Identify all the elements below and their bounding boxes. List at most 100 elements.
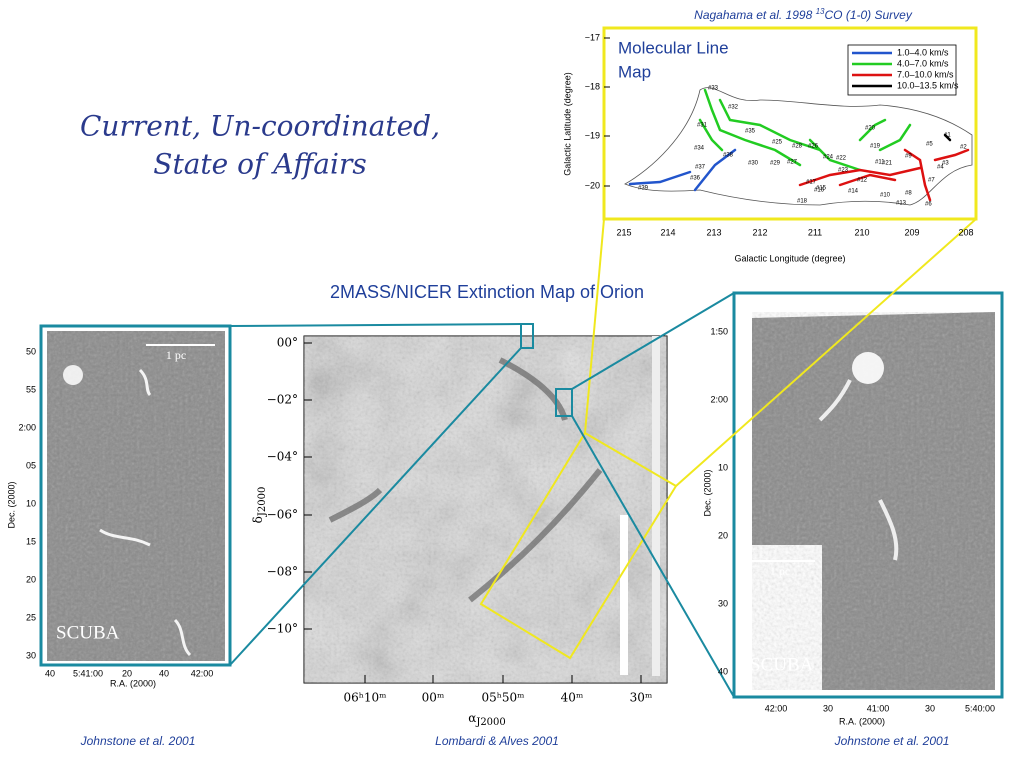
filament-label: #29	[770, 161, 781, 167]
caption-text: CO (1-0) Survey	[824, 8, 912, 22]
x-axis-label: R.A. (2000)	[110, 678, 156, 688]
y-tick-label: 30	[26, 650, 36, 660]
filament-label: #13	[896, 201, 907, 207]
filament-label: #7	[928, 178, 935, 184]
credit: Johnstone et al. 2001	[80, 734, 196, 748]
map-gap	[652, 336, 660, 676]
legend-label: 4.0–7.0 km/s	[897, 58, 949, 68]
filament-label: #31	[697, 123, 708, 129]
filament-label: #27	[787, 160, 798, 166]
x-tick-label: 215	[616, 227, 631, 237]
y-tick-label: 15	[26, 536, 36, 546]
x-tick-label: 212	[752, 227, 767, 237]
filament-label: #20	[865, 126, 876, 132]
filament-label: #35	[745, 129, 756, 135]
scuba-tag: SCUBA	[56, 622, 120, 643]
dust-filaments	[328, 357, 603, 603]
filament-label: #9	[905, 154, 912, 160]
filament-label: #39	[638, 186, 649, 192]
y-axis-label: Dec. (2000)	[702, 469, 712, 516]
filament-label: #18	[797, 199, 808, 205]
y-tick-label: −17	[585, 32, 600, 42]
y-tick-label: 20	[718, 530, 728, 540]
x-tick-label: 05ʰ50ᵐ	[481, 691, 524, 705]
contour	[624, 87, 973, 206]
scale-label: 1 pc	[770, 564, 790, 578]
filament-label: #8	[905, 191, 912, 197]
filament-label: #32	[728, 105, 739, 111]
filament-label: #34	[694, 146, 705, 152]
filament-label: #10	[880, 193, 891, 199]
filament-label: #22	[836, 156, 847, 162]
x-axis-label: αJ2000	[468, 711, 506, 728]
legend-label: 10.0–13.5 km/s	[897, 80, 959, 90]
x-axis-label: Galactic Longitude (degree)	[734, 253, 845, 263]
credit: Lombardi & Alves 2001	[435, 734, 559, 748]
x-tick-label: 40	[159, 668, 169, 678]
filament-label: #5	[926, 142, 933, 148]
y-tick-label: 20	[26, 574, 36, 584]
axis-subscript: J2000	[475, 717, 505, 728]
slide-title: State of Affairs	[153, 148, 366, 181]
filament-label: #36	[690, 176, 701, 182]
filament-label: #24	[823, 155, 834, 161]
emission	[99, 368, 192, 657]
y-tick-label: 1:50	[710, 326, 728, 336]
x-tick-label: 211	[808, 227, 822, 237]
credit: Johnstone et al. 2001	[834, 734, 950, 748]
y-tick-label: −02°	[267, 393, 298, 407]
x-tick-label: 06ʰ10ᵐ	[343, 691, 386, 705]
filament-label: #38	[723, 153, 734, 159]
filament-label: #4	[937, 165, 944, 171]
panel-label: Map	[618, 62, 651, 81]
x-tick-label: 210	[854, 227, 869, 237]
survey-caption: Nagahama et al. 1998 13CO (1-0) Survey	[694, 7, 913, 22]
y-tick-label: −20	[585, 180, 600, 190]
yellow-connectors	[479, 218, 977, 660]
scuba-tag: SCUBA	[750, 654, 814, 675]
x-tick-label: 40	[45, 668, 55, 678]
y-tick-label: 10	[718, 462, 728, 472]
map-texture	[304, 336, 667, 683]
legend-label: 7.0–10.0 km/s	[897, 69, 954, 79]
x-axis-label: R.A. (2000)	[839, 716, 885, 726]
slide-title: Current, Un-coordinated,	[80, 110, 440, 143]
filament-label: #3	[942, 161, 949, 167]
filament-label: #6	[925, 202, 932, 208]
x-tick-label: 209	[904, 227, 919, 237]
axis-symbol: α	[468, 711, 476, 725]
y-axis-label: Dec. (2000)	[6, 481, 16, 528]
caption-text: Nagahama et al. 1998	[694, 8, 815, 22]
y-tick-label: 30	[718, 598, 728, 608]
y-tick-label: −04°	[267, 450, 298, 464]
x-tick-label: 30	[823, 703, 833, 713]
core	[63, 365, 83, 385]
map-title: 2MASS/NICER Extinction Map of Orion	[330, 282, 644, 302]
y-tick-label: −08°	[267, 565, 298, 579]
filament-label: #17	[806, 180, 817, 186]
filament-label: #25	[772, 140, 783, 146]
filament-label: #12	[857, 178, 868, 184]
x-tick-label: 5:41:00	[73, 668, 103, 678]
filaments	[628, 88, 970, 202]
x-tick-label: 214	[660, 227, 675, 237]
axis-subscript: J2000	[257, 487, 268, 517]
filament-label: #2	[960, 145, 967, 151]
map-gap	[620, 515, 628, 675]
y-tick-label: −06°	[267, 508, 298, 522]
x-tick-label: 213	[706, 227, 721, 237]
x-tick-label: 30ᵐ	[630, 691, 653, 705]
y-axis-label: δJ2000	[251, 487, 268, 524]
x-tick-label: 208	[958, 227, 973, 237]
x-tick-label: 42:00	[765, 703, 788, 713]
filament-label: #11	[875, 160, 885, 166]
y-tick-label: 2:00	[18, 422, 36, 432]
y-tick-label: −18	[585, 81, 600, 91]
y-tick-label: −10°	[267, 622, 298, 636]
y-tick-label: 00°	[277, 336, 298, 350]
caption-superscript: 13	[816, 7, 825, 16]
x-tick-label: 40ᵐ	[561, 691, 584, 705]
x-tick-label: 5:40:00	[965, 703, 995, 713]
core	[852, 352, 884, 384]
legend-label: 1.0–4.0 km/s	[897, 47, 949, 57]
